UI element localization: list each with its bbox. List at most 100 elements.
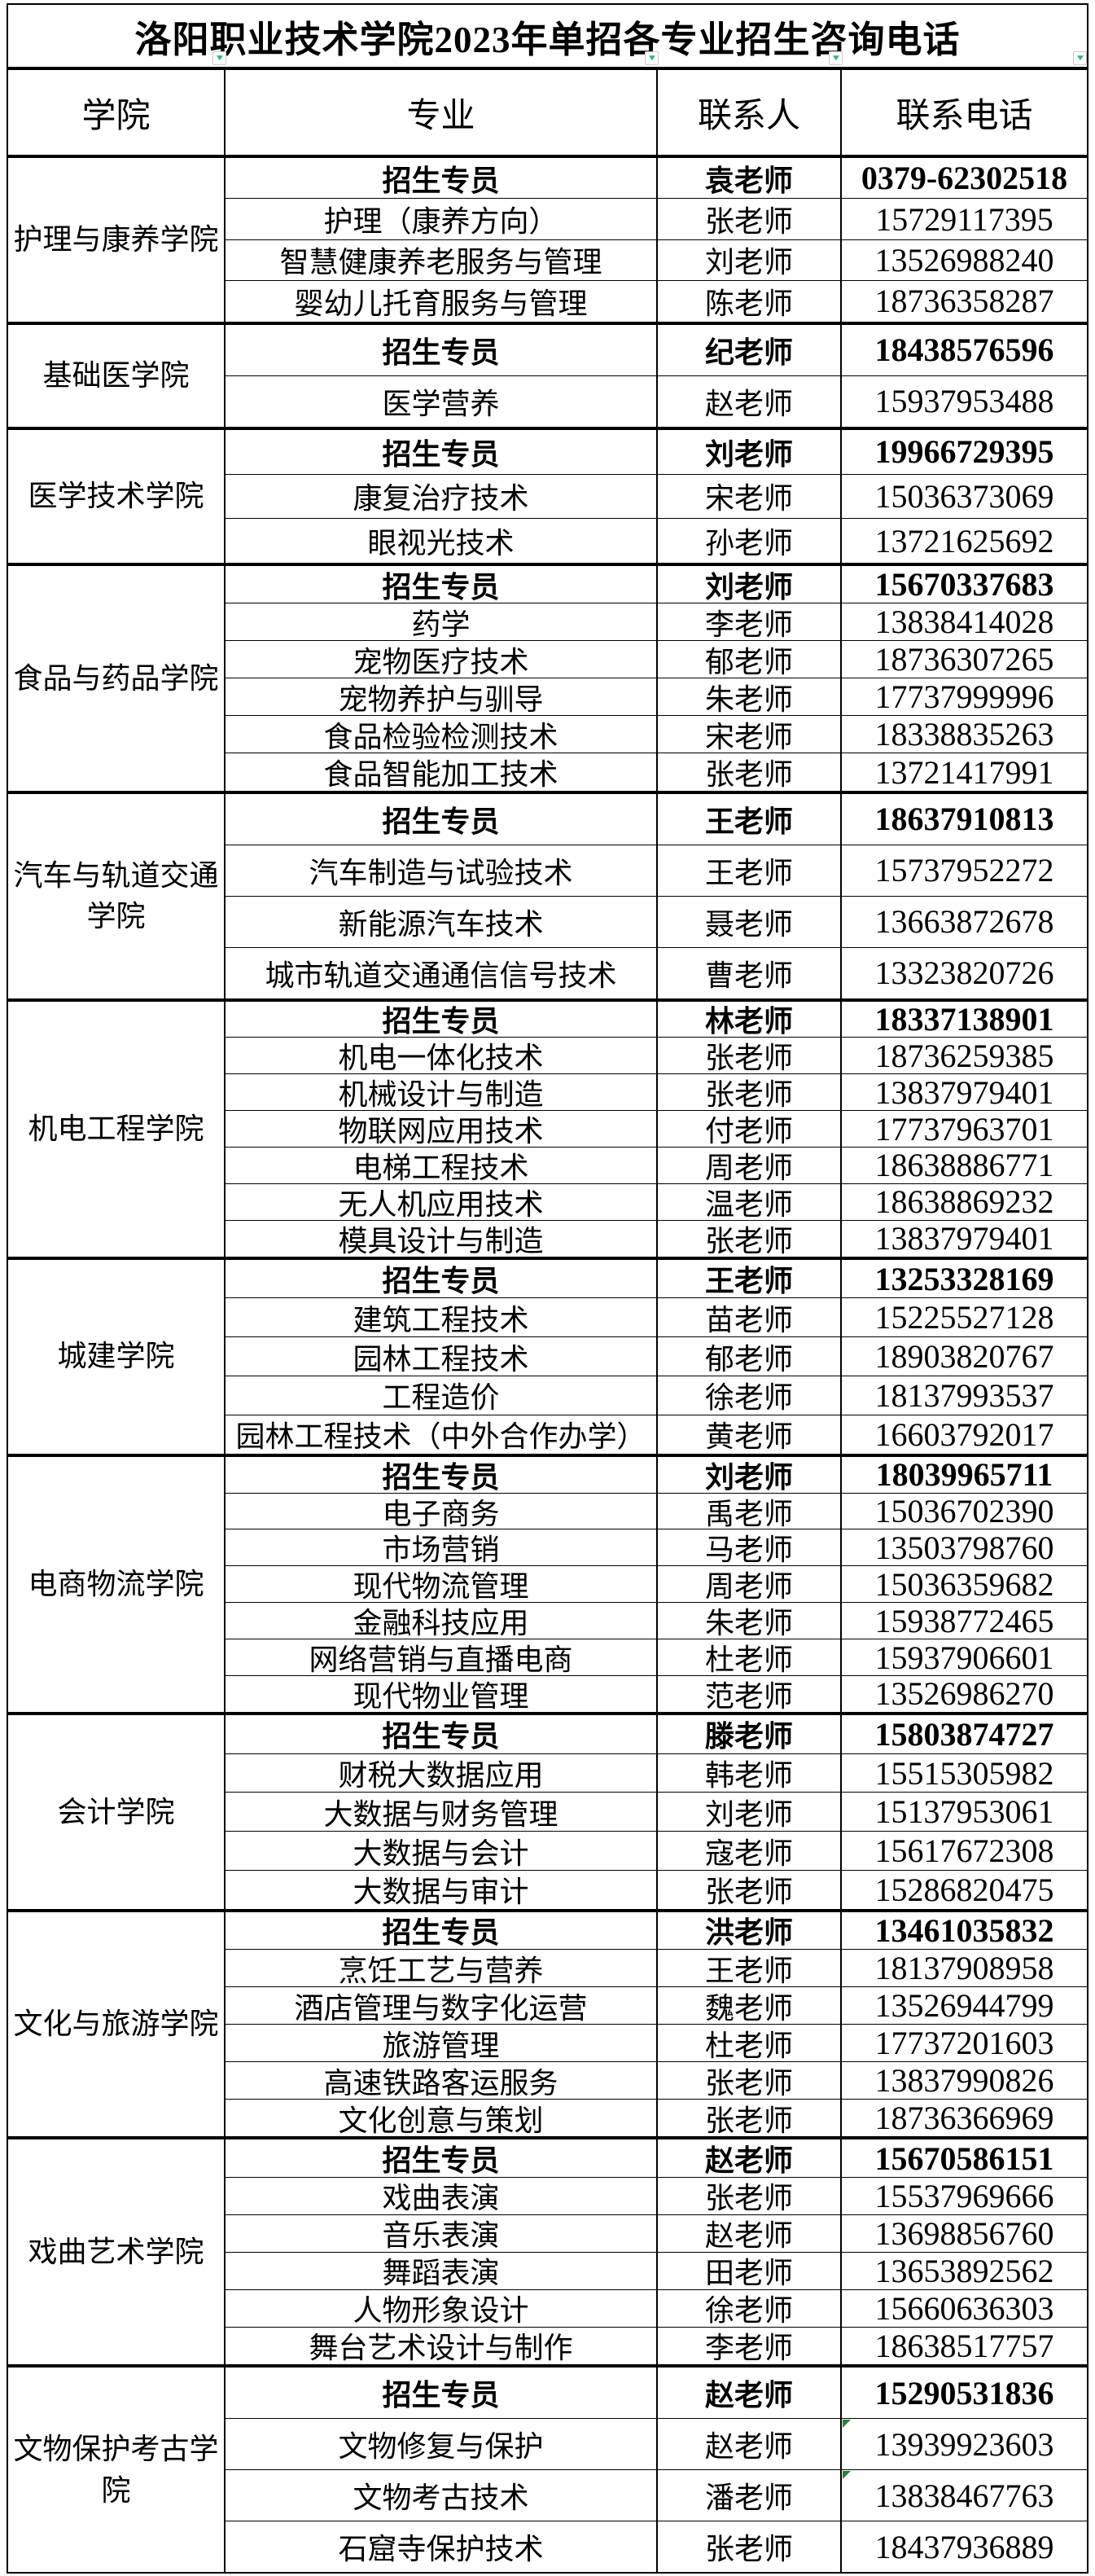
contact-cell: 袁老师 xyxy=(658,158,842,199)
table-row: 招生专员 洪老师 13461035832 xyxy=(226,1911,1087,1949)
major-cell: 物联网应用技术 xyxy=(226,1111,658,1148)
title-row: 洛阳职业技术学院2023年单招各专业招生咨询电话 ▼ ▼ ▼ ▼ xyxy=(8,5,1087,67)
college-rows: 招生专员 刘老师 19966729395 康复治疗技术 宋老师 15036373… xyxy=(226,429,1087,563)
major-cell: 大数据与财务管理 xyxy=(226,1793,658,1832)
major-cell: 园林工程技术（中外合作办学） xyxy=(226,1415,658,1454)
phone-cell: 18338835263 xyxy=(874,716,1054,753)
table-body: 护理与康养学院 招生专员 袁老师 0379-62302518 护理（康养方向） … xyxy=(8,158,1087,2572)
major-cell: 建筑工程技术 xyxy=(226,1298,658,1337)
contact-cell: 张老师 xyxy=(658,2521,842,2572)
major-cell: 工程造价 xyxy=(226,1376,658,1415)
college-name-cell: 护理与康养学院 xyxy=(8,158,226,322)
major-cell: 酒店管理与数字化运营 xyxy=(226,1987,658,2025)
contact-cell: 张老师 xyxy=(658,1074,842,1111)
contact-cell: 刘老师 xyxy=(658,429,842,474)
filter-dropdown-button-phone[interactable]: ▼ xyxy=(1073,51,1087,65)
major-cell: 烹饪工艺与营养 xyxy=(226,1949,658,1987)
phone-cell: 17737963701 xyxy=(874,1110,1054,1148)
phone-cell: 15617672308 xyxy=(874,1832,1054,1870)
contact-cell: 滕老师 xyxy=(658,1714,842,1753)
table-row: 宠物医疗技术 郁老师 18736307265 xyxy=(226,640,1087,678)
college-section: 文物保护考古学院 招生专员 赵老师 15290531836 文物修复与保护 赵老… xyxy=(8,2364,1087,2572)
major-cell: 招生专员 xyxy=(226,324,658,375)
table-row: 无人机应用技术 温老师 18638869232 xyxy=(226,1183,1087,1221)
contact-cell: 朱老师 xyxy=(658,678,842,716)
phone-cell: 13721625692 xyxy=(874,522,1054,560)
major-cell: 大数据与审计 xyxy=(226,1871,658,1909)
table-row: 舞台艺术设计与制作 李老师 18638517757 xyxy=(226,2326,1087,2364)
table-row: 招生专员 刘老师 19966729395 xyxy=(226,429,1087,474)
table-row: 财税大数据应用 韩老师 15515305982 xyxy=(226,1753,1087,1793)
college-name-cell: 戏曲艺术学院 xyxy=(8,2139,226,2365)
contact-cell: 赵老师 xyxy=(658,2139,842,2177)
contact-cell: 赵老师 xyxy=(658,375,842,427)
major-cell: 文物修复与保护 xyxy=(226,2419,658,2470)
phone-cell: 13461035832 xyxy=(874,1911,1054,1949)
filter-dropdown-button-major[interactable]: ▼ xyxy=(645,51,659,65)
table-row: 文物考古技术 潘老师 13838467763 xyxy=(226,2469,1087,2521)
college-rows: 招生专员 袁老师 0379-62302518 护理（康养方向） 张老师 1572… xyxy=(226,158,1087,322)
contact-cell: 曹老师 xyxy=(658,947,842,998)
phone-cell: 15803874727 xyxy=(874,1715,1054,1753)
contact-cell: 韩老师 xyxy=(658,1753,842,1793)
college-section: 基础医学院 招生专员 纪老师 18438576596 医学营养 赵老师 1593… xyxy=(8,321,1087,427)
contact-cell: 徐老师 xyxy=(658,2289,842,2327)
filter-dropdown-button-contact[interactable]: ▼ xyxy=(829,51,843,65)
contact-cell: 潘老师 xyxy=(658,2470,842,2521)
major-cell: 医学营养 xyxy=(226,375,658,427)
contact-cell: 张老师 xyxy=(658,2062,842,2100)
table-header-row: 学院 专业 联系人 联系电话 xyxy=(8,67,1087,158)
table-row: 高速铁路客运服务 张老师 13837990826 xyxy=(226,2061,1087,2100)
page-title: 洛阳职业技术学院2023年单招各专业招生咨询电话 xyxy=(134,19,961,60)
college-section: 医学技术学院 招生专员 刘老师 19966729395 康复治疗技术 宋老师 1… xyxy=(8,426,1087,563)
phone-cell: 13698856760 xyxy=(874,2214,1054,2252)
phone-cell: 18903820767 xyxy=(874,1338,1054,1376)
college-rows: 招生专员 纪老师 18438576596 医学营养 赵老师 1593795348… xyxy=(226,324,1087,427)
major-cell: 招生专员 xyxy=(226,1259,658,1298)
filter-chevron-down-icon: ▼ xyxy=(1074,53,1086,63)
major-cell: 大数据与会计 xyxy=(226,1832,658,1871)
contact-cell: 王老师 xyxy=(658,845,842,896)
major-cell: 电梯工程技术 xyxy=(226,1148,658,1184)
table-row: 招生专员 纪老师 18438576596 xyxy=(226,324,1087,375)
college-section: 汽车与轨道交通学院 招生专员 王老师 18637910813 汽车制造与试验技术… xyxy=(8,790,1087,998)
major-cell: 舞台艺术设计与制作 xyxy=(226,2327,658,2364)
contact-cell: 黄老师 xyxy=(658,1415,842,1454)
major-cell: 戏曲表演 xyxy=(226,2177,658,2214)
major-cell: 旅游管理 xyxy=(226,2025,658,2062)
table-row: 新能源汽车技术 聂老师 13663872678 xyxy=(226,895,1087,947)
phone-cell: 18337138901 xyxy=(874,1000,1054,1038)
contact-cell: 魏老师 xyxy=(658,1987,842,2025)
college-name-cell: 机电工程学院 xyxy=(8,1001,226,1257)
major-cell: 金融科技应用 xyxy=(226,1603,658,1639)
filter-chevron-down-icon: ▼ xyxy=(646,53,658,63)
phone-cell: 16603792017 xyxy=(874,1415,1054,1453)
contact-cell: 赵老师 xyxy=(658,2214,842,2252)
contact-cell: 张老师 xyxy=(658,2177,842,2214)
contact-cell: 陈老师 xyxy=(658,281,842,322)
college-rows: 招生专员 刘老师 15670337683 药学 李老师 13838414028 … xyxy=(226,565,1087,791)
table-row: 金融科技应用 朱老师 15938772465 xyxy=(226,1602,1087,1639)
filter-dropdown-button-college[interactable]: ▼ xyxy=(212,51,226,65)
contact-cell: 王老师 xyxy=(658,1949,842,1987)
table-row: 网络营销与直播电商 杜老师 15937906601 xyxy=(226,1639,1087,1676)
contact-cell: 朱老师 xyxy=(658,1603,842,1639)
major-cell: 舞蹈表演 xyxy=(226,2252,658,2289)
phone-cell: 13721417991 xyxy=(874,753,1054,791)
major-cell: 智慧健康养老服务与管理 xyxy=(226,239,658,281)
table-row: 宠物养护与驯导 朱老师 17737999996 xyxy=(226,678,1087,716)
table-row: 大数据与会计 寇老师 15617672308 xyxy=(226,1831,1087,1871)
phone-cell: 13653892562 xyxy=(874,2252,1054,2289)
college-rows: 招生专员 王老师 13253328169 建筑工程技术 苗老师 15225527… xyxy=(226,1259,1087,1454)
college-section: 食品与药品学院 招生专员 刘老师 15670337683 药学 李老师 1383… xyxy=(8,562,1087,791)
header-cell-contact: 联系人 xyxy=(658,70,842,155)
major-cell: 招生专员 xyxy=(226,2139,658,2177)
table-row: 智慧健康养老服务与管理 刘老师 13526988240 xyxy=(226,239,1087,281)
table-row: 人物形象设计 徐老师 15660636303 xyxy=(226,2289,1087,2327)
major-cell: 宠物养护与驯导 xyxy=(226,678,658,716)
table-row: 招生专员 赵老师 15290531836 xyxy=(226,2368,1087,2419)
table-row: 眼视光技术 孙老师 13721625692 xyxy=(226,518,1087,563)
major-cell: 石窟寺保护技术 xyxy=(226,2521,658,2572)
contact-cell: 张老师 xyxy=(658,1038,842,1074)
phone-cell: 18437936889 xyxy=(874,2528,1054,2565)
